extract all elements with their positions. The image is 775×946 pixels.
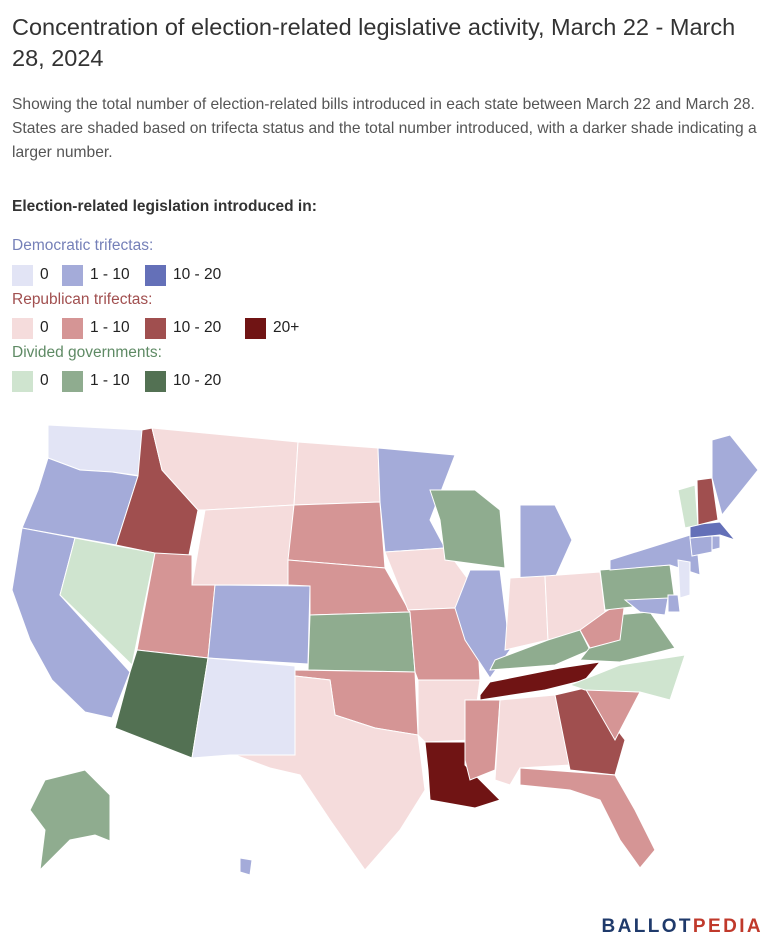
state-connecticut bbox=[689, 535, 713, 557]
state-north-dakota bbox=[293, 441, 381, 506]
state-texas bbox=[234, 675, 426, 871]
legend-swatch bbox=[145, 371, 166, 392]
state-vermont bbox=[677, 484, 699, 529]
legend-label: 1 - 10 bbox=[90, 319, 130, 336]
state-alaska bbox=[29, 769, 151, 872]
legend-swatch bbox=[62, 318, 83, 339]
state-new-jersey bbox=[677, 559, 691, 599]
legend-label: 20+ bbox=[273, 319, 300, 336]
legend-label: 10 - 20 bbox=[173, 266, 222, 283]
legend-group-title-divided: Divided governments: bbox=[12, 344, 162, 361]
us-state-map bbox=[11, 424, 759, 876]
legend-label: 1 - 10 bbox=[90, 266, 130, 283]
legend-label: 0 bbox=[40, 372, 49, 389]
legend-swatch bbox=[12, 265, 33, 286]
state-rhode-island bbox=[711, 535, 721, 551]
state-south-dakota bbox=[287, 501, 386, 569]
state-kansas bbox=[307, 611, 416, 673]
legend-swatch bbox=[145, 318, 166, 339]
state-new-hampshire bbox=[696, 477, 719, 526]
logo-part-ballot: BALLOT bbox=[601, 916, 693, 937]
state-tennessee bbox=[479, 661, 602, 701]
legend-swatch bbox=[62, 371, 83, 392]
state-indiana bbox=[504, 575, 549, 651]
legend-label: 0 bbox=[40, 266, 49, 283]
state-arizona bbox=[114, 649, 209, 759]
ballotpedia-logo: BALLOTPEDIA bbox=[601, 916, 763, 938]
legend-heading: Election-related legislation introduced … bbox=[12, 198, 317, 215]
state-hawaii bbox=[239, 857, 253, 876]
state-michigan bbox=[519, 504, 573, 581]
legend-swatch bbox=[245, 318, 266, 339]
legend-swatch bbox=[145, 265, 166, 286]
legend-label: 10 - 20 bbox=[173, 372, 222, 389]
state-delaware bbox=[667, 594, 681, 613]
state-illinois bbox=[454, 569, 511, 679]
logo-part-pedia: PEDIA bbox=[692, 916, 763, 937]
page-title: Concentration of election-related legisl… bbox=[12, 14, 736, 71]
legend-group-title-republican: Republican trifectas: bbox=[12, 291, 153, 308]
state-west-virginia bbox=[579, 599, 626, 649]
legend-swatch bbox=[12, 318, 33, 339]
state-new-mexico bbox=[191, 657, 296, 759]
legend-group-title-democratic: Democratic trifectas: bbox=[12, 237, 154, 254]
state-maine bbox=[711, 434, 759, 517]
state-north-carolina bbox=[568, 654, 686, 701]
state-florida bbox=[519, 767, 656, 869]
state-colorado bbox=[207, 584, 311, 665]
state-georgia bbox=[554, 687, 626, 776]
state-maryland bbox=[623, 597, 669, 616]
state-mississippi bbox=[464, 699, 501, 781]
state-massachusetts bbox=[689, 521, 737, 542]
state-wyoming bbox=[191, 504, 295, 586]
legend-swatch bbox=[62, 265, 83, 286]
legend-swatch bbox=[12, 371, 33, 392]
legend-label: 0 bbox=[40, 319, 49, 336]
state-wisconsin bbox=[429, 489, 506, 569]
legend-label: 10 - 20 bbox=[173, 319, 222, 336]
legend-label: 1 - 10 bbox=[90, 372, 130, 389]
page-subtitle: Showing the total number of election-rel… bbox=[12, 96, 757, 161]
